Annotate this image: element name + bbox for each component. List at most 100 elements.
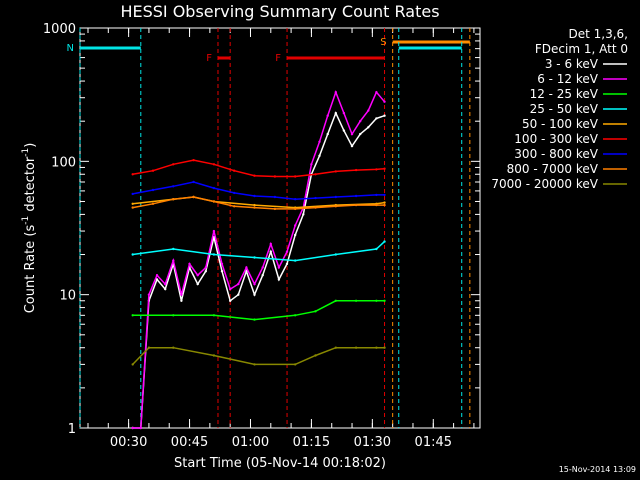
data-point	[277, 266, 281, 269]
data-point	[354, 194, 358, 198]
flag-label: S	[380, 37, 386, 48]
data-point	[212, 229, 216, 233]
data-point	[253, 203, 256, 207]
data-point	[188, 262, 191, 266]
data-point	[131, 173, 134, 176]
data-point	[164, 287, 167, 291]
data-point	[350, 132, 354, 136]
data-point	[383, 346, 386, 349]
data-point	[334, 253, 337, 256]
data-point	[220, 262, 224, 266]
data-point	[375, 193, 378, 197]
data-point	[151, 188, 155, 192]
data-point	[269, 250, 272, 253]
data-point	[245, 266, 248, 269]
flag-label: F	[275, 53, 281, 64]
data-point	[359, 132, 362, 136]
y-axis-label: Count Rate (s-1 detector-1)	[21, 143, 38, 314]
data-point	[220, 270, 224, 273]
data-point	[326, 132, 329, 136]
x-tick-label: 01:30	[354, 435, 391, 450]
data-point	[383, 299, 386, 302]
data-point	[342, 111, 346, 115]
data-point	[172, 346, 175, 349]
data-point	[180, 299, 183, 302]
data-point	[375, 117, 378, 120]
data-point	[354, 168, 358, 172]
data-point	[269, 242, 272, 246]
data-point	[383, 100, 386, 103]
data-point	[326, 114, 329, 117]
chart-title: HESSI Observing Summary Count Rates	[120, 2, 439, 21]
series-line	[132, 346, 385, 366]
flag-label: F	[206, 53, 212, 64]
data-point	[359, 120, 362, 123]
data-point	[233, 191, 236, 195]
data-point	[375, 247, 378, 251]
data-point	[131, 206, 134, 209]
y-tick-label: 1	[68, 422, 76, 437]
series-line	[132, 196, 385, 210]
data-point	[172, 163, 175, 166]
data-point	[212, 200, 216, 203]
data-point	[350, 144, 354, 148]
data-point	[334, 111, 337, 115]
data-point	[294, 207, 297, 211]
data-point	[273, 207, 277, 211]
data-point	[383, 114, 386, 117]
data-point	[131, 202, 134, 205]
data-point	[302, 213, 305, 216]
data-point	[245, 270, 248, 273]
data-point	[334, 195, 337, 199]
flag-label: N	[67, 43, 74, 54]
plot-frame	[79, 27, 481, 429]
data-point	[192, 195, 195, 199]
data-point	[342, 129, 346, 132]
data-point	[233, 169, 236, 172]
data-point	[334, 346, 337, 349]
data-point	[261, 274, 264, 277]
data-point	[147, 346, 151, 349]
data-point	[192, 180, 195, 184]
data-point	[131, 314, 134, 317]
data-point	[285, 262, 289, 266]
data-point	[273, 195, 277, 199]
data-point	[383, 193, 386, 197]
x-tick-label: 01:45	[415, 435, 452, 450]
data-point	[229, 287, 232, 291]
data-point	[131, 253, 134, 256]
x-axis-label: Start Time (05-Nov-14 00:18:02)	[174, 456, 386, 471]
y-axis-label-part: -1	[21, 148, 31, 157]
y-axis-label-part: )	[23, 143, 38, 148]
data-point	[147, 293, 151, 296]
y-axis-label-part: detector	[23, 156, 38, 216]
data-point	[375, 168, 378, 171]
data-point	[139, 426, 142, 430]
legend-entry: 3 - 6 keV	[545, 57, 599, 71]
legend-entry: 12 - 25 keV	[530, 87, 599, 101]
series-line	[132, 111, 385, 429]
y-axis-label-part: Count Rate (s	[23, 225, 38, 314]
data-point	[151, 202, 155, 205]
data-point	[229, 299, 232, 302]
data-point	[233, 205, 236, 208]
y-tick-label: 1000	[43, 22, 76, 37]
data-point	[334, 205, 337, 208]
legend-entry: 300 - 800 keV	[514, 147, 598, 161]
data-point	[294, 224, 297, 227]
data-point	[204, 270, 207, 273]
data-point	[212, 163, 216, 166]
data-point	[318, 140, 321, 143]
data-point	[383, 203, 386, 207]
data-point	[204, 266, 207, 269]
data-point	[383, 201, 386, 204]
data-point	[314, 196, 317, 200]
data-point	[277, 278, 281, 281]
data-point	[334, 170, 337, 173]
data-point	[285, 250, 289, 253]
data-point	[172, 185, 175, 188]
data-point	[253, 282, 256, 286]
data-point	[375, 203, 378, 207]
data-point	[131, 192, 134, 196]
